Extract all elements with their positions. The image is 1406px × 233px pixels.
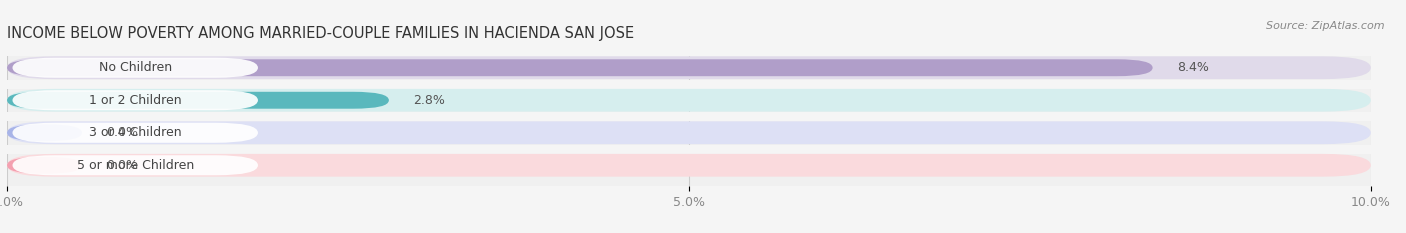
Text: 5 or more Children: 5 or more Children xyxy=(76,159,194,172)
Text: INCOME BELOW POVERTY AMONG MARRIED-COUPLE FAMILIES IN HACIENDA SAN JOSE: INCOME BELOW POVERTY AMONG MARRIED-COUPL… xyxy=(7,26,634,41)
FancyBboxPatch shape xyxy=(7,154,1371,177)
FancyBboxPatch shape xyxy=(7,124,82,141)
FancyBboxPatch shape xyxy=(7,121,1371,144)
FancyBboxPatch shape xyxy=(7,92,389,109)
Text: 2.8%: 2.8% xyxy=(413,94,446,107)
Bar xyxy=(7,80,1371,89)
Text: 3 or 4 Children: 3 or 4 Children xyxy=(89,126,181,139)
FancyBboxPatch shape xyxy=(7,89,1371,112)
Text: 1 or 2 Children: 1 or 2 Children xyxy=(89,94,181,107)
Text: 0.0%: 0.0% xyxy=(107,159,139,172)
Text: Source: ZipAtlas.com: Source: ZipAtlas.com xyxy=(1267,21,1385,31)
Bar xyxy=(7,112,1371,121)
FancyBboxPatch shape xyxy=(7,59,1153,76)
FancyBboxPatch shape xyxy=(13,58,257,78)
Text: 0.0%: 0.0% xyxy=(107,126,139,139)
FancyBboxPatch shape xyxy=(13,90,257,110)
FancyBboxPatch shape xyxy=(13,123,257,143)
Bar xyxy=(7,145,1371,154)
Bar xyxy=(7,47,1371,56)
FancyBboxPatch shape xyxy=(7,157,82,174)
FancyBboxPatch shape xyxy=(7,56,1371,79)
FancyBboxPatch shape xyxy=(13,155,257,175)
Text: No Children: No Children xyxy=(98,61,172,74)
Text: 8.4%: 8.4% xyxy=(1177,61,1209,74)
